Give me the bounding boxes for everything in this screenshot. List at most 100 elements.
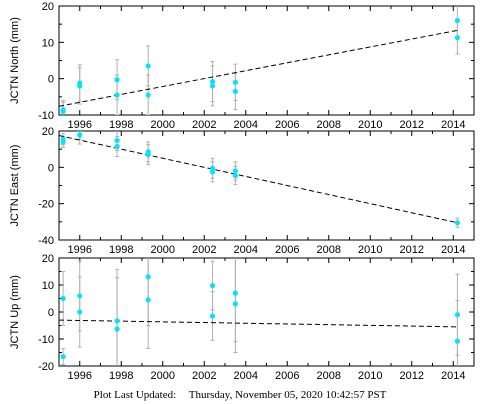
x-tick-label: 2004: [234, 119, 258, 131]
y-axis-label: JCTN North (mm): [9, 17, 21, 104]
plot-frame: [58, 130, 475, 241]
x-tick-label: 2002: [192, 119, 216, 131]
x-tick-label: 2002: [192, 244, 216, 256]
y-tick-label: 0: [48, 162, 54, 174]
data-point: [145, 274, 151, 280]
x-tick-label: 2006: [275, 244, 299, 256]
x-tick-label: 1996: [68, 370, 92, 382]
trend-line: [59, 135, 458, 224]
plot-marks: [59, 6, 460, 115]
x-tick-label: 2008: [317, 370, 341, 382]
data-point: [209, 78, 216, 85]
x-tick-label: 2004: [234, 244, 258, 256]
x-tick-label: 2000: [151, 119, 175, 131]
data-point: [60, 353, 66, 360]
y-axis-label: JCTN Up (mm): [9, 275, 21, 349]
x-tick-label: 2014: [441, 370, 465, 382]
x-tick-label: 2012: [400, 370, 424, 382]
x-tick-label: 1996: [68, 244, 92, 256]
data-point: [209, 83, 216, 89]
x-tick-label: 1996: [68, 119, 92, 131]
data-point: [454, 17, 460, 24]
y-tick-label: 20: [42, 1, 54, 13]
x-tick-label: 2006: [275, 119, 299, 131]
plot-frame: [58, 257, 475, 367]
x-tick-label: 2008: [317, 244, 341, 256]
data-point: [114, 92, 120, 98]
x-tick-label: 2010: [358, 119, 382, 131]
data-point: [114, 143, 120, 150]
y-tick-label: -20: [38, 199, 54, 211]
y-tick-label: -20: [38, 361, 54, 373]
trend-line: [59, 29, 458, 107]
x-tick-label: 2002: [192, 370, 216, 382]
y-axis-label: JCTN East (mm): [9, 145, 21, 227]
x-tick-label: 2014: [441, 244, 465, 256]
x-tick-label: 2010: [358, 370, 382, 382]
data-point: [145, 297, 151, 303]
x-tick-label: 2004: [234, 370, 258, 382]
data-point: [454, 338, 460, 344]
data-point: [145, 92, 151, 98]
data-point: [77, 132, 83, 138]
data-point: [454, 312, 460, 318]
data-point: [114, 137, 120, 144]
data-point: [454, 35, 460, 41]
data-point: [77, 131, 83, 133]
data-point: [114, 318, 120, 324]
x-tick-label: 2008: [317, 119, 341, 131]
data-point: [232, 88, 238, 94]
y-tick-label: -10: [38, 110, 54, 122]
x-tick-label: 1998: [109, 244, 133, 256]
x-tick-label: 2012: [400, 119, 424, 131]
x-tick-label: 2000: [151, 370, 175, 382]
y-tick-label: 10: [42, 280, 54, 292]
footer-timestamp: Thursday, November 05, 2020 10:42:57 PST: [189, 389, 387, 401]
data-point: [232, 79, 238, 85]
data-point: [454, 220, 460, 226]
data-point: [209, 165, 216, 171]
y-tick-label: 20: [42, 253, 54, 265]
y-tick-label: -40: [38, 235, 54, 247]
data-point: [232, 172, 238, 179]
plot-marks: [59, 258, 460, 366]
panel-north: 1996 1998 2000 2002 2004 2006 2008 2010 2012 2014…: [9, 1, 475, 131]
x-tick-label: 2014: [441, 119, 465, 131]
data-point: [209, 169, 216, 175]
trend-line: [59, 319, 458, 328]
footer-label: Plot Last Updated:: [94, 389, 177, 401]
x-tick-label: 2006: [275, 370, 299, 382]
footer-text: Plot Last Updated: Thursday, November 05…: [94, 389, 387, 401]
x-tick-label: 2000: [151, 244, 175, 256]
data-point: [209, 313, 216, 319]
y-tick-label: 20: [42, 126, 54, 138]
x-tick-label: 2012: [400, 244, 424, 256]
data-point: [232, 168, 238, 174]
panel-up: 1996 1998 2000 2002 2004 2006 2008 2010 2012 2014…: [9, 253, 475, 382]
data-point: [60, 295, 66, 302]
y-tick-label: 10: [42, 37, 54, 49]
data-point: [77, 309, 83, 315]
data-point: [145, 152, 151, 158]
y-tick-label: 0: [48, 74, 54, 86]
data-point: [60, 139, 66, 145]
data-point: [232, 301, 238, 307]
data-point: [60, 108, 66, 114]
panel-east: 1996 1998 2000 2002 2004 2006 2008 2010 2012 2014…: [9, 126, 475, 256]
data-point: [77, 293, 83, 299]
data-point: [145, 63, 151, 69]
x-tick-label: 1998: [109, 370, 133, 382]
plot-marks: [59, 131, 460, 228]
y-tick-label: 0: [48, 307, 54, 319]
data-point: [232, 290, 238, 296]
x-tick-label: 2010: [358, 244, 382, 256]
x-tick-label: 1998: [109, 119, 133, 131]
data-point: [114, 77, 120, 83]
data-point: [209, 282, 216, 289]
panels: 1996 1998 2000 2002 2004 2006 2008 2010 2012 2014…: [9, 1, 475, 382]
data-point: [114, 326, 120, 332]
plot-frame: [58, 5, 475, 116]
y-tick-label: -10: [38, 334, 54, 346]
data-point: [77, 83, 83, 89]
